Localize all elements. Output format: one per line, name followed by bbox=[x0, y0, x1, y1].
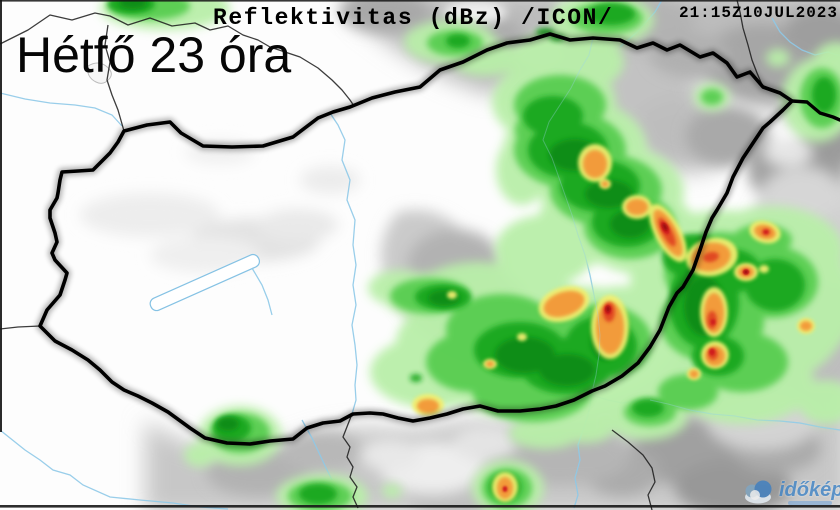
idokep-logo: időkép bbox=[741, 477, 840, 504]
cloud-icon bbox=[745, 480, 772, 504]
logo-text: időkép bbox=[779, 479, 840, 501]
map-title: Reflektivitas (dBz) /ICON/ bbox=[213, 5, 614, 31]
radar-echoes bbox=[100, 0, 840, 510]
day-hour-label: Hétfő 23 óra bbox=[16, 27, 292, 83]
model-timestamp: 21:15Z10JUL2023 bbox=[678, 4, 838, 22]
hungary-border bbox=[36, 30, 840, 448]
lake-ferto bbox=[87, 62, 112, 84]
logo-tagline bbox=[788, 501, 832, 505]
lake-balaton bbox=[149, 253, 261, 312]
rivers-overlay bbox=[542, 37, 840, 431]
country-borders bbox=[0, 0, 764, 510]
